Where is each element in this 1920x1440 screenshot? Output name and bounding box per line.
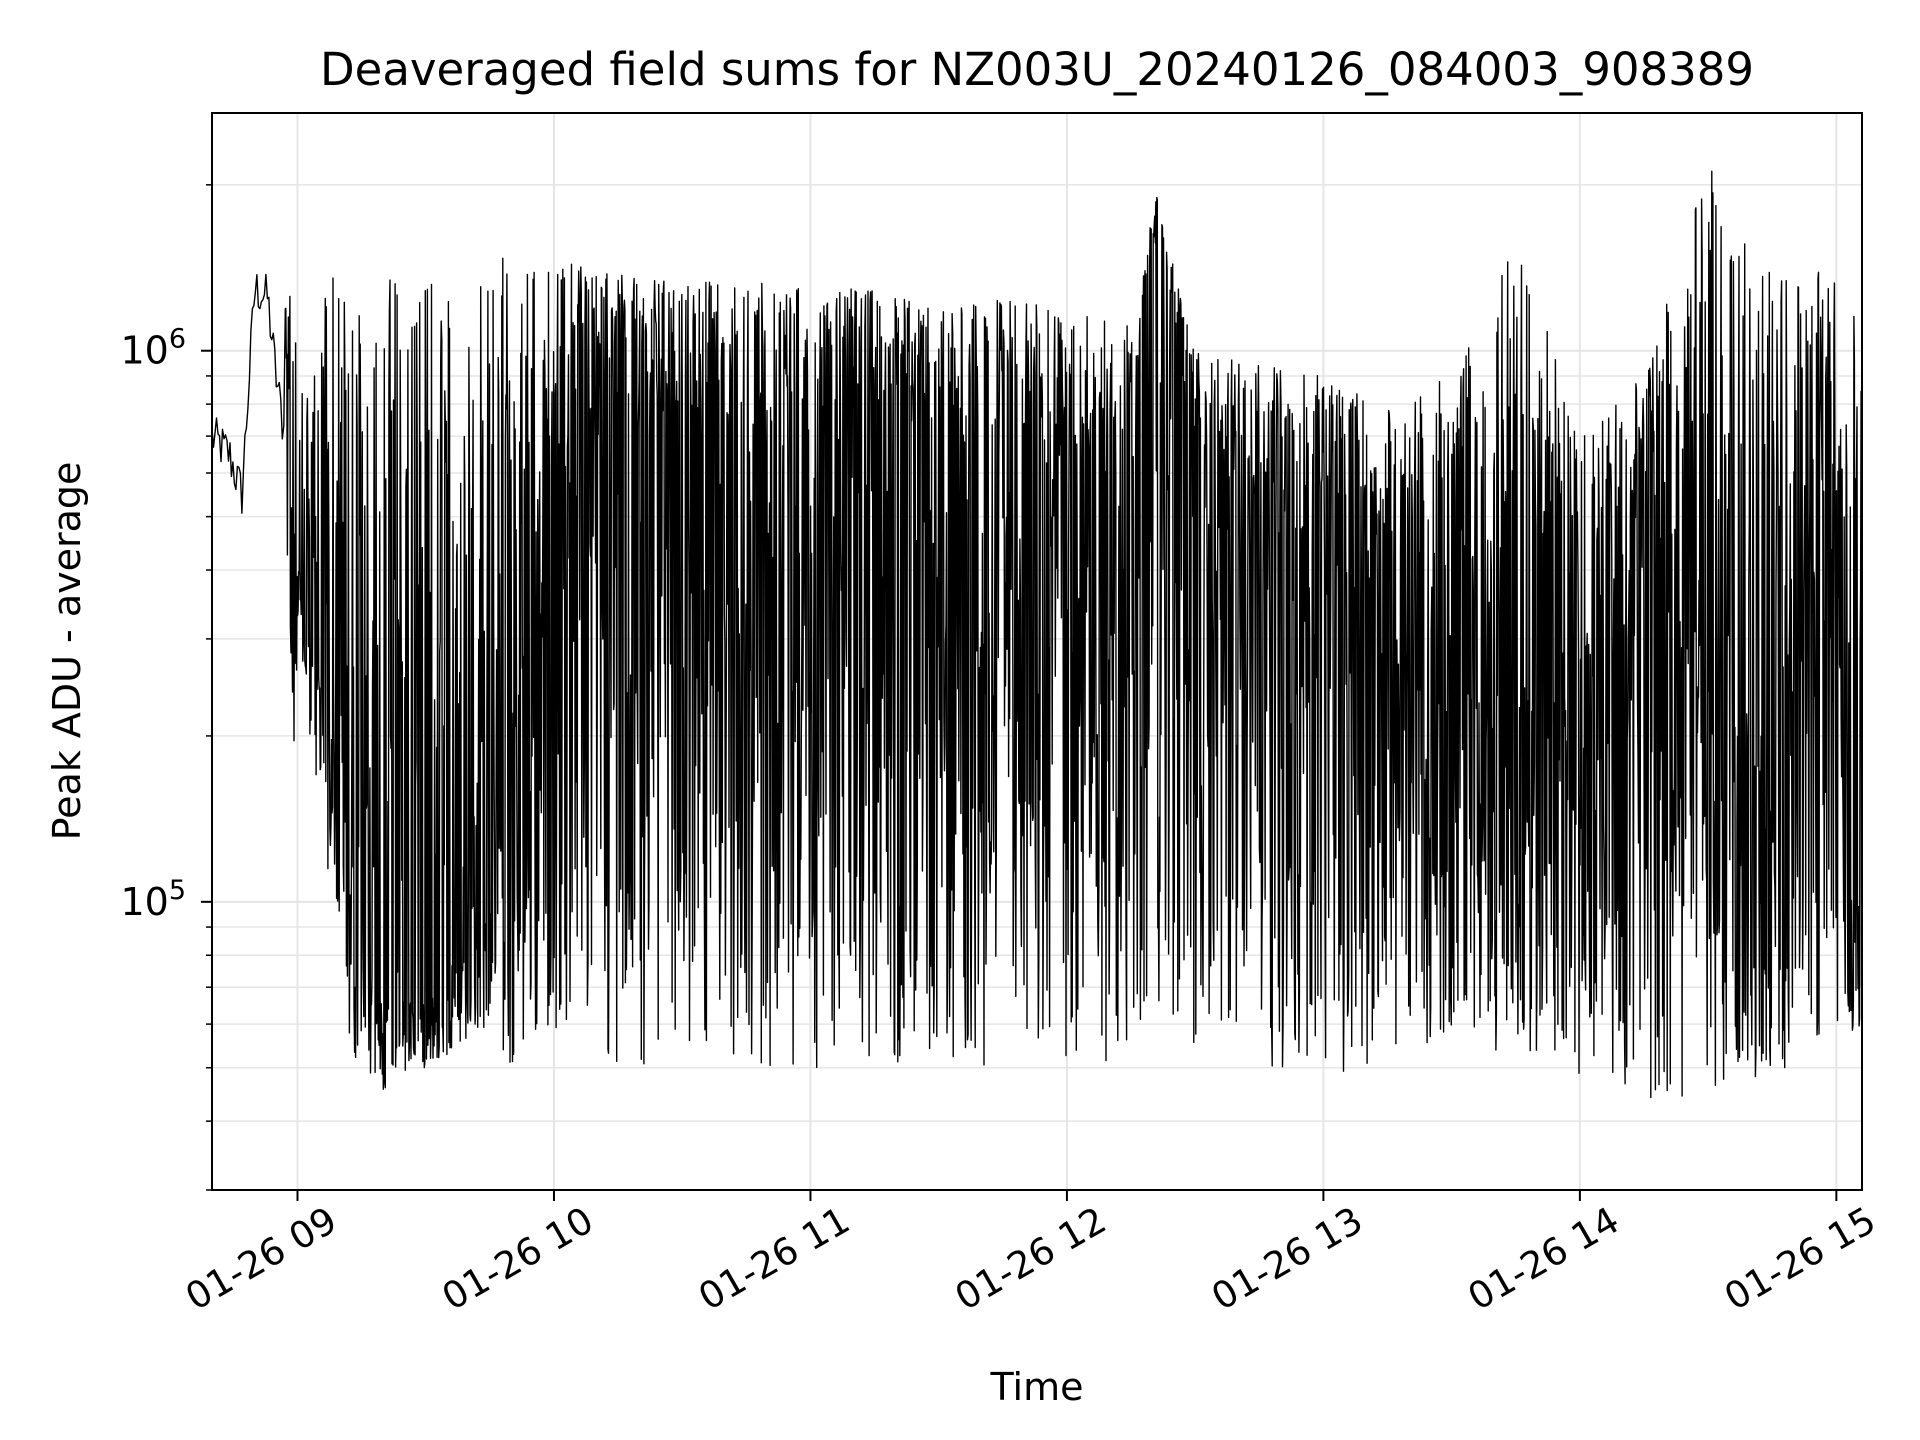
series-layer (211, 170, 1863, 1099)
x-axis-label: Time (990, 1365, 1084, 1409)
x-tick-label: 01-26 15 (1717, 1199, 1883, 1319)
series-line (211, 170, 1863, 1099)
x-tick-label: 01-26 13 (1204, 1199, 1370, 1319)
y-tick-label: 105 (120, 875, 186, 924)
x-tick-label: 01-26 10 (435, 1199, 601, 1319)
axes-frame (211, 112, 1863, 1191)
y-axis: 105 106 (120, 184, 212, 1191)
x-axis: 01-26 09 01-26 10 01-26 11 01-26 12 01-26 13… (178, 1190, 1883, 1319)
y-axis-label: Peak ADU - average (45, 462, 89, 841)
x-tick-label: 01-26 12 (948, 1199, 1114, 1319)
x-tick-label: 01-26 09 (178, 1199, 344, 1319)
x-tick-label: 01-26 11 (691, 1199, 857, 1319)
chart-title: Deaveraged field sums for NZ003U_2024012… (320, 43, 1754, 96)
y-tick-label: 106 (120, 324, 186, 373)
x-tick-label: 01-26 14 (1461, 1199, 1627, 1319)
